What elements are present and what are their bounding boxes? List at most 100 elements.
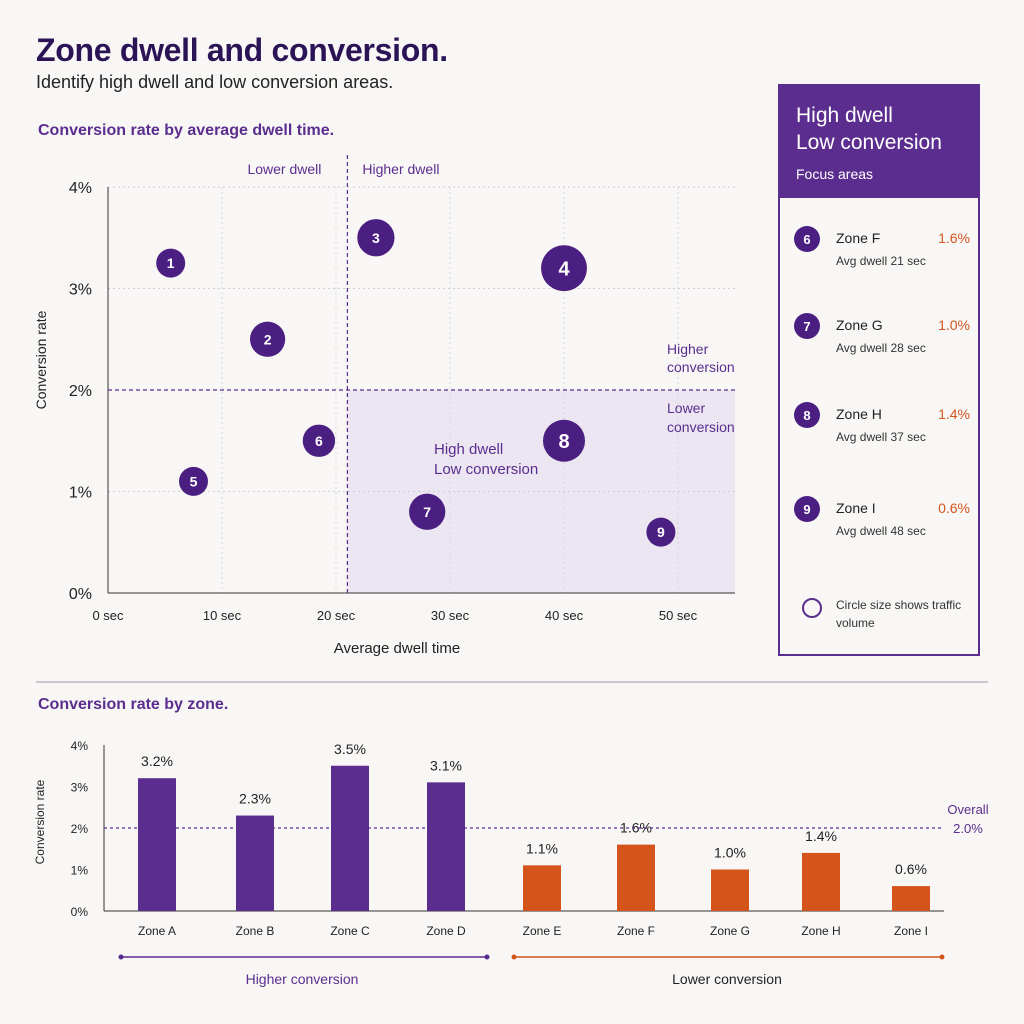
zone-conversion-value: 1.0% bbox=[938, 317, 970, 333]
y-axis-title: Conversion rate bbox=[33, 310, 49, 409]
x-tick-label: 10 sec bbox=[203, 608, 242, 623]
bar-value-label: 1.1% bbox=[526, 840, 558, 856]
y-axis-title: Conversion rate bbox=[33, 779, 47, 864]
x-tick-label: Zone D bbox=[426, 924, 466, 938]
page-subtitle: Identify high dwell and low conversion a… bbox=[36, 72, 394, 92]
bar-zone-a bbox=[138, 778, 176, 911]
lower-conversion-group-label: Lower conversion bbox=[672, 971, 782, 987]
x-tick-label: Zone G bbox=[710, 924, 750, 938]
bar-zone-f bbox=[617, 844, 655, 911]
y-tick-label: 2% bbox=[69, 383, 92, 400]
bar-zone-e bbox=[523, 865, 561, 911]
zone-bubble-2 bbox=[249, 321, 286, 357]
x-tick-label: Zone B bbox=[236, 924, 275, 938]
x-tick-label: Zone A bbox=[138, 924, 176, 938]
bar-zone-i bbox=[892, 886, 930, 911]
x-tick-label: 50 sec bbox=[659, 608, 698, 623]
zone-name: Zone F bbox=[836, 230, 881, 246]
x-tick-label: Zone I bbox=[894, 924, 928, 938]
higher-dwell-label: Higher dwell bbox=[362, 161, 439, 177]
bar-zone-d bbox=[427, 782, 465, 911]
zone-bubble-7 bbox=[409, 493, 446, 530]
page-title: Zone dwell and conversion. bbox=[36, 32, 448, 68]
lower-conversion-label: Lower bbox=[667, 400, 705, 416]
zone-number-badge: 8 bbox=[794, 402, 820, 428]
bar-value-label: 1.4% bbox=[805, 828, 837, 844]
scatter-chart: 0% 1% 2% 3% 4% 0 sec 10 sec 20 sec 30 sec 40 sec 5… bbox=[33, 155, 735, 657]
lower-conversion-label: conversion bbox=[667, 419, 735, 435]
bracket-endpoint bbox=[939, 954, 945, 960]
zone-number-badge: 7 bbox=[794, 313, 820, 339]
zone-avg-dwell: Avg dwell 21 sec bbox=[836, 254, 926, 268]
zone-bubble-label: 6 bbox=[315, 433, 323, 449]
zone-bubble-4 bbox=[541, 245, 587, 292]
scatter-chart-title: Conversion rate by average dwell time. bbox=[38, 122, 335, 139]
focus-heading-line1: High dwell bbox=[796, 104, 893, 127]
zone-conversion-value: 1.6% bbox=[938, 230, 970, 246]
bar-zone-h bbox=[802, 852, 840, 911]
focus-subheading: Focus areas bbox=[796, 166, 874, 182]
y-tick-label: 1% bbox=[71, 864, 89, 878]
zone-avg-dwell: Avg dwell 37 sec bbox=[836, 430, 926, 444]
zone-bubble-label: 1 bbox=[167, 255, 175, 271]
zone-avg-dwell: Avg dwell 48 sec bbox=[836, 524, 926, 538]
y-tick-label: 3% bbox=[69, 282, 92, 299]
bar-value-label: 3.2% bbox=[141, 753, 173, 769]
bracket-endpoint bbox=[484, 954, 490, 960]
bar-value-label: 3.1% bbox=[430, 757, 462, 773]
zone-bubble-label: 8 bbox=[558, 431, 569, 453]
circle-size-legend-text: Circle size shows traffic volume bbox=[836, 598, 962, 630]
highlight-quadrant-label: Low conversion bbox=[434, 461, 538, 478]
overall-reference-label: Overall bbox=[947, 802, 988, 817]
y-tick-label: 2% bbox=[71, 822, 89, 836]
focus-panel-header: High dwell Low conversion Focus areas bbox=[780, 86, 978, 198]
zone-conversion-value: 1.4% bbox=[938, 406, 970, 422]
highlight-quadrant bbox=[347, 390, 735, 593]
y-tick-label: 0% bbox=[71, 905, 89, 919]
zone-bubble-6 bbox=[302, 424, 336, 457]
higher-conversion-label: conversion bbox=[667, 359, 735, 375]
zone-name: Zone H bbox=[836, 406, 882, 422]
y-tick-label: 0% bbox=[69, 586, 92, 603]
bracket-endpoint bbox=[118, 954, 124, 960]
zone-bubble-8 bbox=[542, 419, 586, 462]
focus-areas-panel: High dwell Low conversion Focus areas 6 … bbox=[778, 84, 980, 656]
overall-reference-value: 2.0% bbox=[953, 821, 983, 836]
bracket-endpoint bbox=[511, 954, 517, 960]
x-tick-label: Zone H bbox=[801, 924, 840, 938]
y-tick-label: 4% bbox=[69, 180, 92, 197]
higher-conversion-group-label: Higher conversion bbox=[246, 971, 359, 987]
y-tick-label: 3% bbox=[71, 781, 89, 795]
x-tick-label: Zone C bbox=[330, 924, 370, 938]
bar-chart-title: Conversion rate by zone. bbox=[38, 696, 229, 713]
x-tick-label: Zone E bbox=[523, 924, 562, 938]
y-tick-label: 1% bbox=[69, 485, 92, 502]
zone-name: Zone I bbox=[836, 500, 876, 516]
x-tick-label: 0 sec bbox=[92, 608, 124, 623]
zone-name: Zone G bbox=[836, 317, 883, 333]
bar-value-label: 2.3% bbox=[239, 791, 271, 807]
zone-bubble-label: 4 bbox=[558, 258, 570, 280]
zone-bubble-3 bbox=[357, 219, 395, 257]
bar-zone-c bbox=[331, 765, 369, 911]
x-tick-label: 20 sec bbox=[317, 608, 356, 623]
focus-heading-line2: Low conversion bbox=[796, 131, 942, 154]
zone-bubble-1 bbox=[156, 248, 186, 278]
bar-value-label: 3.5% bbox=[334, 741, 366, 757]
bar-value-label: 0.6% bbox=[895, 861, 927, 877]
higher-conversion-label: Higher bbox=[667, 341, 709, 357]
highlight-quadrant-label: High dwell bbox=[434, 441, 503, 458]
x-tick-label: 40 sec bbox=[545, 608, 584, 623]
bar-value-label: 1.0% bbox=[714, 845, 746, 861]
zone-bubble-label: 7 bbox=[423, 504, 431, 520]
zone-bubble-9 bbox=[646, 517, 676, 547]
x-axis-title: Average dwell time bbox=[334, 640, 460, 657]
lower-dwell-label: Lower dwell bbox=[247, 161, 321, 177]
zone-bubble-label: 3 bbox=[372, 230, 380, 246]
zone-bubble-label: 2 bbox=[264, 331, 272, 347]
zone-bubble-label: 5 bbox=[190, 473, 198, 489]
y-tick-label: 4% bbox=[71, 739, 89, 753]
zone-avg-dwell: Avg dwell 28 sec bbox=[836, 341, 926, 355]
zone-bubble-5 bbox=[179, 466, 208, 496]
